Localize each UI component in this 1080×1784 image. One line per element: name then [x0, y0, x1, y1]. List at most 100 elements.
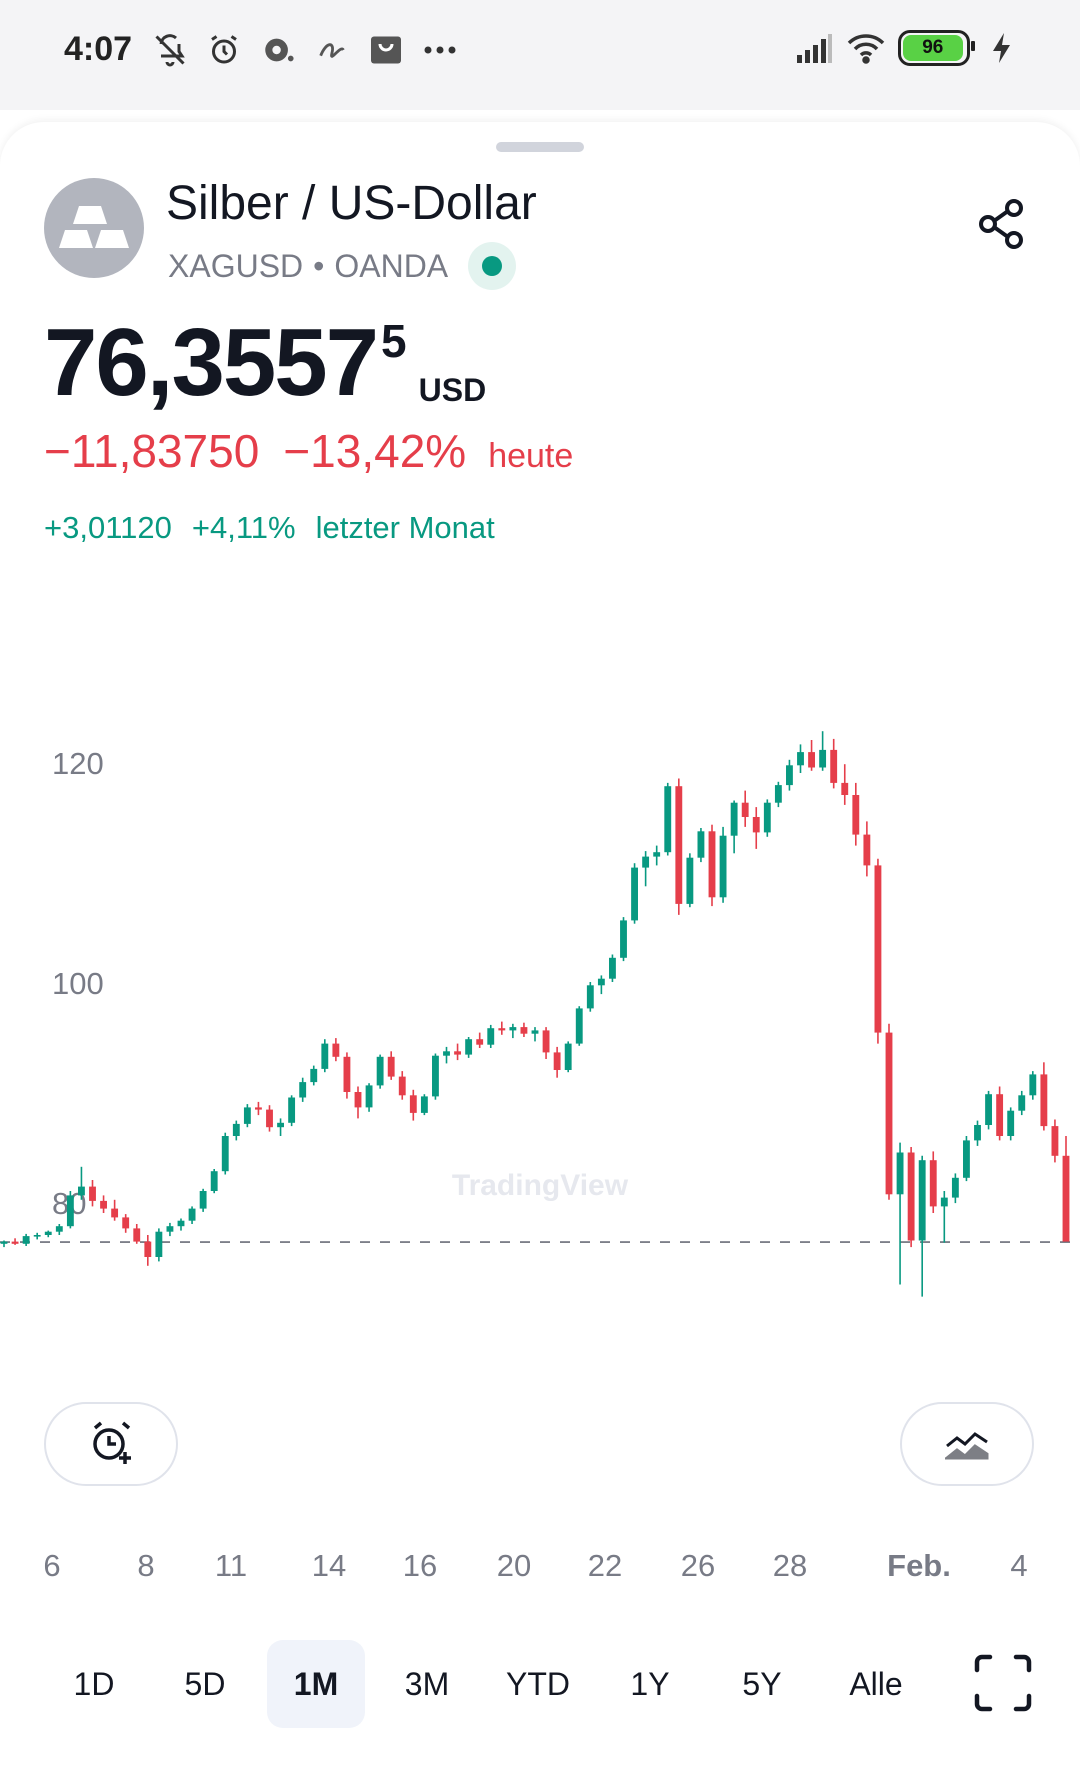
candle [963, 1136, 970, 1182]
candle [166, 1222, 174, 1237]
subline-separator: • [313, 247, 325, 284]
y-tick-label: 100 [52, 966, 104, 1001]
monthly-change: +3,01120 +4,11% letzter Monat [44, 510, 495, 546]
candle [653, 845, 661, 866]
x-tick-label: 4 [1010, 1548, 1028, 1583]
candle [100, 1195, 107, 1213]
range-tab-1m[interactable]: 1M [267, 1640, 365, 1728]
symbol-sheet: Silber / US-Dollar XAGUSD • OANDA 76,355… [0, 122, 1080, 1784]
symbol-ticker: XAGUSD [168, 247, 304, 284]
range-tab-ytd[interactable]: YTD [506, 1665, 570, 1702]
candle [940, 1191, 948, 1243]
candle [432, 1053, 439, 1100]
fullscreen-icon[interactable] [974, 1654, 1032, 1712]
candle [210, 1169, 218, 1194]
wifi-icon [846, 28, 886, 68]
status-bar: 4:07 96 [0, 0, 1080, 110]
candle [89, 1180, 96, 1207]
daily-change: −11,83750 −13,42% heute [44, 424, 573, 478]
candle [454, 1043, 461, 1061]
candle [974, 1120, 981, 1146]
candle [763, 799, 771, 837]
candle [752, 807, 760, 849]
candle [420, 1094, 428, 1116]
candle [885, 1023, 893, 1200]
candle [232, 1120, 240, 1141]
candle [852, 782, 860, 846]
candle [553, 1046, 561, 1078]
alarm-add-icon [87, 1418, 135, 1471]
candle [719, 826, 727, 903]
market-open-indicator-icon[interactable] [468, 242, 517, 290]
monthly-change-pct: +4,11% [191, 510, 296, 545]
candle [708, 824, 716, 907]
price-currency: USD [418, 372, 487, 408]
candle [498, 1021, 506, 1035]
candle [542, 1027, 550, 1059]
candle [155, 1228, 163, 1262]
candle [951, 1173, 959, 1204]
candle [277, 1118, 284, 1136]
price-main: 76,3557 [44, 309, 379, 416]
range-tab-3m[interactable]: 3M [404, 1665, 450, 1702]
x-tick-label: 14 [311, 1548, 347, 1583]
candle [1040, 1062, 1048, 1131]
share-icon[interactable] [974, 196, 1030, 252]
candle [144, 1235, 152, 1266]
candle [44, 1230, 52, 1238]
daily-change-pct: −13,42% [283, 425, 467, 477]
x-tick-label: 8 [137, 1548, 155, 1583]
candle [78, 1166, 85, 1200]
battery-level: 96 [903, 35, 963, 61]
candle [675, 778, 683, 915]
tradingview-watermark: TradingView [452, 1169, 629, 1202]
podcast-icon [258, 30, 298, 70]
range-tab-5y[interactable]: 5Y [742, 1665, 782, 1702]
candle [376, 1054, 384, 1089]
candle [66, 1191, 74, 1229]
candle [221, 1132, 229, 1175]
drag-handle[interactable] [496, 142, 584, 152]
candle [343, 1052, 351, 1099]
candle [122, 1214, 130, 1233]
daily-change-label: heute [488, 437, 574, 475]
silver-logo-icon [44, 178, 144, 278]
candle [808, 740, 815, 771]
candle [387, 1051, 395, 1080]
candle [332, 1038, 340, 1062]
x-tick-label: 26 [680, 1548, 716, 1583]
candle [398, 1071, 406, 1100]
x-tick-label: 28 [772, 1548, 808, 1583]
candle [509, 1023, 517, 1039]
candle [11, 1238, 19, 1245]
price-chart[interactable]: 12010080TradingView [0, 590, 1080, 1350]
shop-icon [366, 30, 406, 70]
candle [774, 781, 782, 808]
candle [642, 851, 650, 887]
candle [597, 975, 605, 995]
range-tabs: 1D 5D 1M 3M YTD 1Y 5Y Alle [30, 1640, 1050, 1728]
add-alert-button[interactable] [44, 1402, 178, 1486]
x-tick-label: 22 [587, 1548, 623, 1583]
candle [686, 853, 694, 908]
range-tab-5d[interactable]: 5D [184, 1665, 226, 1702]
x-axis: 6 8 11 14 16 20 22 26 28 Feb. 4 [0, 1548, 1080, 1594]
candle [133, 1224, 141, 1244]
range-tab-alle[interactable]: Alle [849, 1665, 903, 1702]
candle [918, 1155, 926, 1297]
candle [288, 1095, 296, 1127]
candle [321, 1039, 329, 1073]
last-price: 76,3557 5 USD [44, 308, 486, 418]
candle [586, 982, 594, 1012]
range-tab-1d[interactable]: 1D [73, 1665, 115, 1702]
compare-indicator-button[interactable] [900, 1402, 1034, 1486]
range-tab-1y[interactable]: 1Y [630, 1665, 670, 1702]
status-time: 4:07 [64, 30, 133, 68]
symbol-subline: XAGUSD • OANDA [168, 242, 517, 290]
candle [188, 1206, 196, 1224]
candle [1007, 1107, 1015, 1141]
x-tick-label: 20 [496, 1548, 532, 1583]
candle [243, 1104, 251, 1128]
candle [33, 1232, 41, 1240]
candle [929, 1151, 937, 1213]
